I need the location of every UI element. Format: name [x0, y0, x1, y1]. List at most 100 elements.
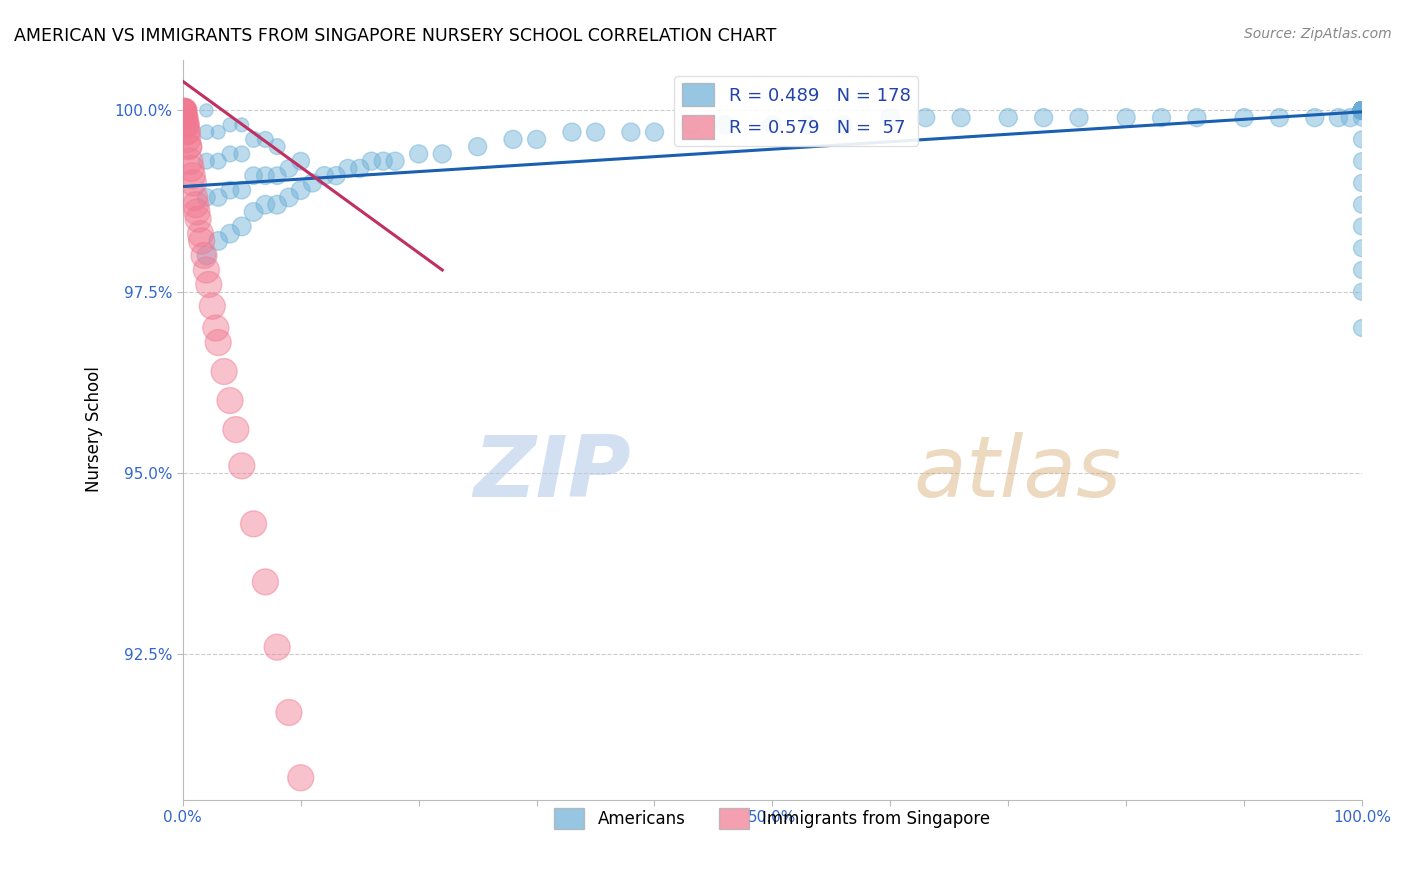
- Point: [1115, 111, 1137, 125]
- Point: [231, 458, 253, 473]
- Point: [1351, 103, 1374, 118]
- Point: [1351, 103, 1374, 118]
- Point: [1351, 103, 1374, 118]
- Point: [1351, 103, 1374, 118]
- Point: [1351, 103, 1374, 118]
- Point: [1351, 103, 1374, 118]
- Point: [1351, 103, 1374, 118]
- Point: [373, 154, 395, 169]
- Point: [207, 125, 229, 139]
- Point: [290, 183, 312, 197]
- Point: [231, 183, 253, 197]
- Point: [174, 103, 197, 118]
- Point: [1351, 103, 1374, 118]
- Point: [761, 118, 783, 132]
- Point: [173, 103, 195, 118]
- Point: [1351, 241, 1374, 255]
- Point: [212, 365, 235, 379]
- Point: [176, 118, 198, 132]
- Point: [1351, 103, 1374, 118]
- Point: [1351, 103, 1374, 118]
- Point: [502, 132, 524, 146]
- Point: [1351, 103, 1374, 118]
- Point: [1351, 103, 1374, 118]
- Point: [1351, 103, 1374, 118]
- Point: [254, 132, 277, 146]
- Point: [197, 277, 219, 292]
- Point: [205, 321, 228, 335]
- Point: [1351, 103, 1374, 118]
- Point: [173, 103, 195, 118]
- Point: [1351, 103, 1374, 118]
- Point: [1351, 103, 1374, 118]
- Point: [360, 154, 382, 169]
- Point: [1351, 103, 1374, 118]
- Point: [201, 299, 224, 313]
- Point: [1351, 103, 1374, 118]
- Point: [1351, 103, 1374, 118]
- Point: [181, 169, 204, 183]
- Point: [1351, 103, 1374, 118]
- Point: [1351, 103, 1374, 118]
- Point: [176, 132, 198, 146]
- Point: [384, 154, 406, 169]
- Point: [242, 169, 264, 183]
- Point: [195, 103, 218, 118]
- Point: [180, 161, 202, 176]
- Point: [1351, 103, 1374, 118]
- Point: [184, 197, 207, 211]
- Point: [219, 393, 242, 408]
- Point: [1351, 103, 1374, 118]
- Point: [187, 212, 209, 227]
- Point: [1351, 197, 1374, 211]
- Point: [1351, 103, 1374, 118]
- Point: [349, 161, 371, 176]
- Point: [1351, 103, 1374, 118]
- Point: [290, 771, 312, 785]
- Point: [231, 118, 253, 132]
- Point: [1351, 103, 1374, 118]
- Point: [266, 169, 288, 183]
- Point: [1351, 103, 1374, 118]
- Point: [1351, 103, 1374, 118]
- Point: [242, 205, 264, 219]
- Point: [1351, 219, 1374, 234]
- Legend: Americans, Immigrants from Singapore: Americans, Immigrants from Singapore: [548, 801, 997, 836]
- Point: [186, 205, 208, 219]
- Point: [1351, 103, 1374, 118]
- Point: [1351, 111, 1374, 125]
- Point: [195, 154, 218, 169]
- Point: [1351, 103, 1374, 118]
- Point: [1351, 103, 1374, 118]
- Point: [1351, 103, 1374, 118]
- Point: [301, 176, 323, 190]
- Point: [207, 234, 229, 248]
- Point: [207, 154, 229, 169]
- Point: [176, 111, 198, 125]
- Point: [266, 197, 288, 211]
- Point: [1351, 103, 1374, 118]
- Point: [174, 103, 197, 118]
- Point: [1351, 103, 1374, 118]
- Point: [1351, 103, 1374, 118]
- Point: [290, 154, 312, 169]
- Point: [1351, 103, 1374, 118]
- Point: [336, 161, 359, 176]
- Point: [1351, 103, 1374, 118]
- Point: [1351, 103, 1374, 118]
- Point: [1351, 154, 1374, 169]
- Point: [183, 190, 205, 204]
- Point: [1351, 103, 1374, 118]
- Point: [1351, 103, 1374, 118]
- Point: [195, 248, 218, 262]
- Point: [832, 118, 855, 132]
- Point: [1032, 111, 1054, 125]
- Point: [266, 640, 288, 655]
- Point: [1351, 103, 1374, 118]
- Point: [679, 118, 702, 132]
- Point: [1351, 103, 1374, 118]
- Point: [190, 227, 212, 241]
- Point: [1351, 103, 1374, 118]
- Point: [1351, 103, 1374, 118]
- Point: [585, 125, 607, 139]
